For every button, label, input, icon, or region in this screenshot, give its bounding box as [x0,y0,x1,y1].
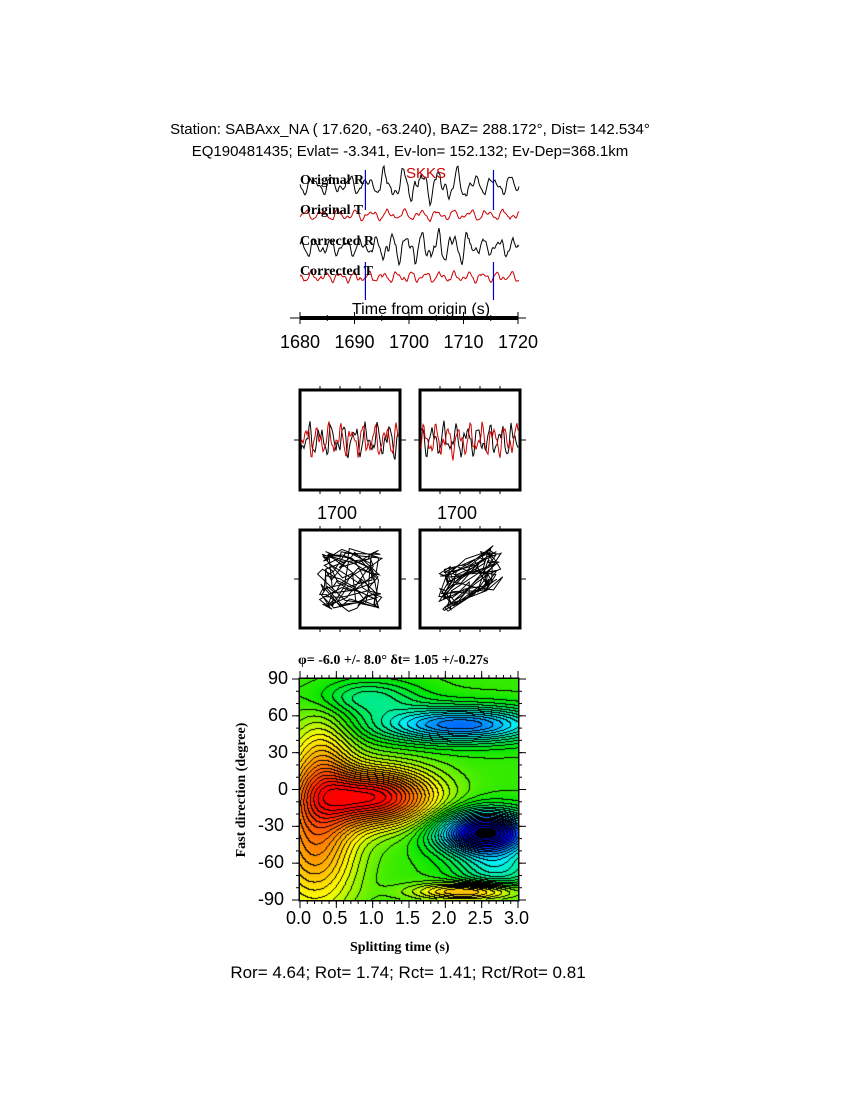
x-axis-label: Splitting time (s) [350,940,450,955]
y-tick-label: 60 [268,704,289,725]
waveform-box-original [298,388,402,492]
station-info: Station: SABAxx_NA ( 17.620, -63.240), B… [170,121,650,138]
event-info: EQ190481435; Evlat= -3.341, Ev-lon= 152.… [191,143,629,160]
particle-motion-original [316,547,384,612]
waveform-corrected-t [420,421,519,461]
y-axis-label: Fast direction (degree) [234,722,249,858]
x-tick-label: 1.0 [358,908,384,928]
tick-1700-left: 1700 [317,503,358,523]
x-tick-label: 2.5 [467,908,493,928]
x-tick-label: 2.0 [431,908,457,928]
trace-label-original-r: Original R [300,173,365,188]
x-tick-label: 1.5 [395,908,421,928]
x-tick-label: 3.0 [504,908,530,928]
waveform-corrected-r [420,420,519,458]
y-tick-label: -30 [258,815,285,836]
trace-corrected-r [299,228,520,267]
trace-label-corrected-r: Corrected R [300,234,374,249]
energy-contour-map [300,679,518,900]
splitting-title: φ= -6.0 +/- 8.0° δt= 1.05 +/-0.27s [298,653,489,668]
x-tick-label: 0.5 [322,908,348,928]
tick-1700-right: 1700 [437,503,478,523]
particle-motion-corrected [438,545,504,612]
y-tick-label: 90 [268,668,289,688]
trace-label-original-t: Original T [300,203,364,218]
trace-original-t [299,207,520,223]
trace-original-r [299,164,520,208]
trace-corrected-t [299,268,520,285]
phase-label: SKKS [406,165,447,182]
x-tick-label: 0.0 [286,908,312,928]
trace-xlabel: Time from origin (s) [352,301,491,318]
trace-tick-label: 1700 [389,332,430,352]
waveform-original-r [300,421,399,460]
trace-label-corrected-t: Corrected T [300,264,373,279]
y-tick-label: 0 [278,778,289,799]
particle-box-original [298,528,402,630]
trace-tick-label: 1720 [498,332,539,352]
trace-tick-label: 1710 [443,332,484,352]
y-tick-label: -60 [258,852,285,873]
trace-tick-label: 1680 [280,332,321,352]
y-tick-label: -90 [258,889,285,909]
waveform-original-t [300,421,399,458]
y-tick-label: 30 [268,741,289,762]
waveform-box-corrected [418,388,522,492]
ratio-footer: Ror= 4.64; Rot= 1.74; Rct= 1.41; Rct/Rot… [230,963,586,982]
trace-tick-label: 1690 [334,332,375,352]
